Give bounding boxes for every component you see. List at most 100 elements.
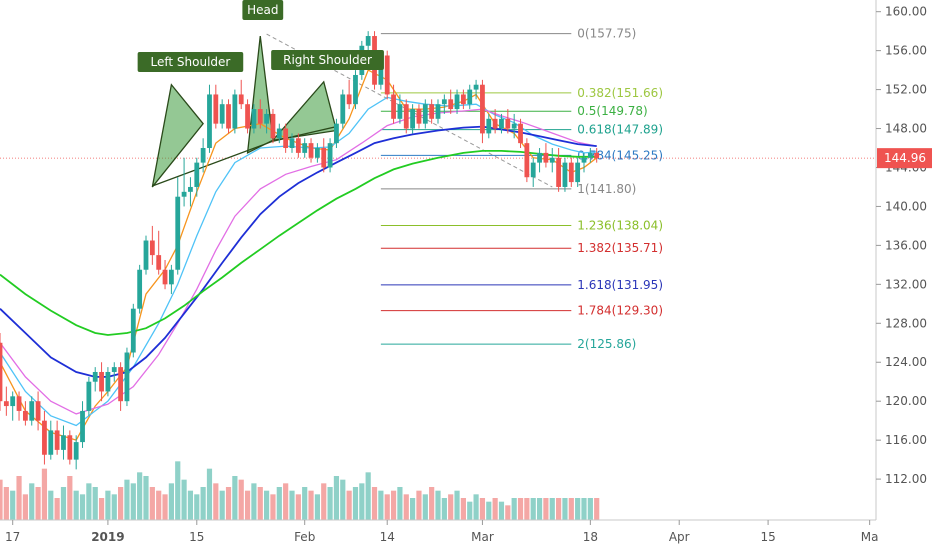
price-tick-label: 148.00 <box>885 122 927 136</box>
volume-bar <box>187 490 194 520</box>
left-shoulder-label: Left Shoulder <box>151 55 231 69</box>
volume-bar <box>92 487 98 520</box>
left-shoulder-label-bg <box>137 52 244 72</box>
candle-body <box>232 94 238 129</box>
volume-bar <box>289 490 295 520</box>
candle-body <box>537 152 542 163</box>
volume-bar <box>22 494 28 520</box>
candle-body <box>175 196 181 270</box>
fib-level-label: 0.618(147.89) <box>577 123 663 137</box>
fib-level-label: 0(157.75) <box>577 27 636 41</box>
volume-bar <box>111 494 117 520</box>
candle-body <box>207 94 212 149</box>
candle-body <box>219 104 225 124</box>
candle-body <box>384 55 390 95</box>
candle-body <box>587 152 593 158</box>
candle-body <box>10 396 16 407</box>
volume-bar <box>276 487 282 520</box>
candle-body <box>67 435 73 460</box>
volume-bar <box>340 479 346 520</box>
volume-bar <box>16 476 22 520</box>
volume-bar <box>486 501 492 520</box>
volume-bar <box>429 487 435 520</box>
volume-bar <box>137 472 143 520</box>
head-label: Head <box>247 3 278 17</box>
candle-body <box>118 367 124 402</box>
volume-bar <box>454 490 460 520</box>
volume-bar <box>244 490 251 520</box>
fib-level-label: 1.618(131.95) <box>577 278 663 292</box>
volume-bar <box>390 490 397 520</box>
volume-bar <box>587 498 593 520</box>
candle-body <box>454 94 460 110</box>
candle-body <box>124 352 130 402</box>
candle-body <box>524 143 530 178</box>
candle-body <box>270 113 276 139</box>
fib-level-label: 2(125.86) <box>577 337 636 351</box>
candle-body <box>156 255 162 270</box>
time-tick-label: 18 <box>583 530 598 544</box>
candle-body <box>86 381 92 411</box>
head-triangle <box>246 35 274 154</box>
volume-bar <box>41 468 48 520</box>
fib-level-label: 1.236(138.04) <box>577 219 663 233</box>
price-tick-label: 132.00 <box>885 277 927 291</box>
candlesticks <box>0 31 600 470</box>
candle-body <box>314 148 320 158</box>
time-axis[interactable]: 17 2019 15 Feb 14 Mar 18 Apr 15 Ma <box>0 519 879 544</box>
volume-bar <box>448 494 454 520</box>
candle-body <box>276 128 282 139</box>
candle-body <box>499 118 504 129</box>
volume-bar <box>467 501 473 520</box>
candle-body <box>105 371 111 392</box>
volume-bar <box>473 494 479 520</box>
volume-bar <box>581 498 587 520</box>
volume-bar <box>219 490 225 520</box>
time-tick-label: Apr <box>669 530 690 544</box>
candle-body <box>575 162 581 183</box>
candle-body <box>505 118 511 129</box>
candle-body <box>562 162 568 187</box>
volume-bar <box>149 487 155 520</box>
price-tick-label: 112.00 <box>885 472 927 486</box>
volume-bar <box>435 490 441 520</box>
candle-body <box>213 94 219 124</box>
candle-body <box>194 162 200 187</box>
candle-body <box>441 99 447 105</box>
price-tick-label: 152.00 <box>885 83 927 97</box>
candle-body <box>511 123 517 129</box>
candle-body <box>295 138 301 153</box>
candle-body <box>257 109 263 124</box>
volume-bars <box>0 461 600 520</box>
candle-body <box>308 143 314 158</box>
candle-body <box>0 342 3 402</box>
left-shoulder-triangle <box>151 83 204 188</box>
candle-body <box>289 138 295 149</box>
volume-bar <box>479 498 486 520</box>
price-tick-label: 160.00 <box>885 5 927 19</box>
volume-bar <box>422 494 428 520</box>
candle-body <box>162 269 168 285</box>
candle-body <box>35 401 41 421</box>
candle-body <box>99 371 104 392</box>
volume-bar <box>251 483 257 520</box>
price-axis[interactable]: 160.00156.00152.00148.00144.00140.00136.… <box>875 0 932 520</box>
volume-bar <box>213 483 219 520</box>
volume-bar <box>194 494 200 520</box>
candle-body <box>80 410 85 443</box>
volume-bar <box>175 461 181 520</box>
fib-level-label: 0.784(145.25) <box>577 148 663 162</box>
volume-bar <box>359 483 365 520</box>
price-tick-label: 120.00 <box>885 394 927 408</box>
candle-body <box>283 128 289 149</box>
volume-bar <box>48 490 54 520</box>
candle-body <box>327 143 333 168</box>
volume-bar <box>543 498 549 520</box>
volume-bar <box>143 476 149 520</box>
candle-body <box>54 430 60 450</box>
volume-bar <box>238 479 244 520</box>
candle-body <box>130 308 136 353</box>
time-tick-label: Ma <box>861 530 879 544</box>
fib-level-label: 0.5(149.78) <box>577 104 647 118</box>
